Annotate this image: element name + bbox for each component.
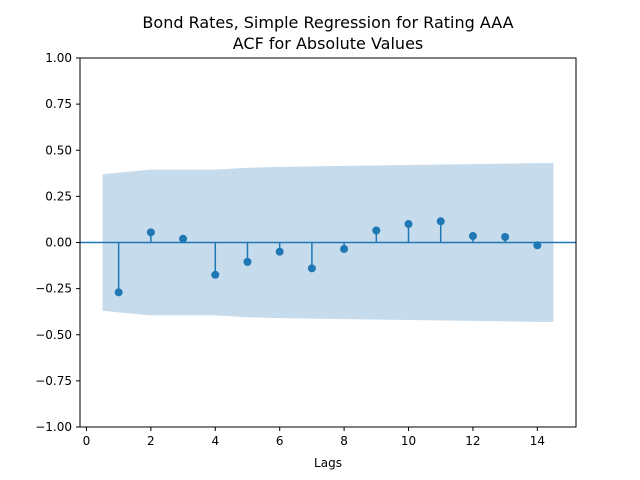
- y-tick-label: 0.75: [45, 97, 72, 111]
- acf-point-lag-4: [211, 270, 220, 279]
- y-tick-label: 0.25: [45, 189, 72, 203]
- y-tick-label: 0.50: [45, 143, 72, 157]
- x-tick-label: 0: [83, 434, 91, 448]
- acf-point-lag-11: [436, 217, 445, 226]
- x-tick-label: 2: [147, 434, 155, 448]
- x-axis-label: Lags: [314, 456, 342, 470]
- acf-point-lag-10: [404, 220, 413, 229]
- y-tick-label: −0.50: [35, 328, 72, 342]
- chart-title: Bond Rates, Simple Regression for Rating…: [142, 13, 513, 53]
- x-tick-label: 4: [211, 434, 219, 448]
- x-tick-label: 6: [276, 434, 284, 448]
- acf-point-lag-2: [146, 228, 155, 237]
- y-axis: −1.00 −0.75 −0.50 −0.25 0.00 0.25 0.50 0.75 1.00: [35, 51, 80, 434]
- chart-title-line-1: Bond Rates, Simple Regression for Rating…: [142, 13, 513, 32]
- x-tick-label: 10: [401, 434, 416, 448]
- chart-title-line-2: ACF for Absolute Values: [233, 34, 424, 53]
- acf-point-lag-6: [275, 247, 284, 256]
- y-tick-label: −0.25: [35, 282, 72, 296]
- marker-layer: [114, 217, 542, 297]
- acf-point-lag-7: [307, 264, 316, 273]
- x-axis: 0 2 4 6 8 10 12 14: [83, 427, 545, 448]
- x-tick-label: 12: [465, 434, 480, 448]
- acf-point-lag-1: [114, 288, 123, 297]
- y-tick-label: −1.00: [35, 420, 72, 434]
- acf-point-lag-8: [340, 244, 349, 253]
- x-tick-label: 8: [340, 434, 348, 448]
- acf-point-lag-12: [468, 232, 477, 241]
- acf-point-lag-3: [179, 234, 188, 243]
- y-tick-label: 0.00: [45, 236, 72, 250]
- x-tick-label: 14: [530, 434, 545, 448]
- acf-point-lag-14: [533, 241, 542, 250]
- acf-point-lag-9: [372, 226, 381, 235]
- y-tick-label: −0.75: [35, 374, 72, 388]
- acf-point-lag-13: [501, 232, 510, 241]
- acf-point-lag-5: [243, 257, 252, 266]
- y-tick-label: 1.00: [45, 51, 72, 65]
